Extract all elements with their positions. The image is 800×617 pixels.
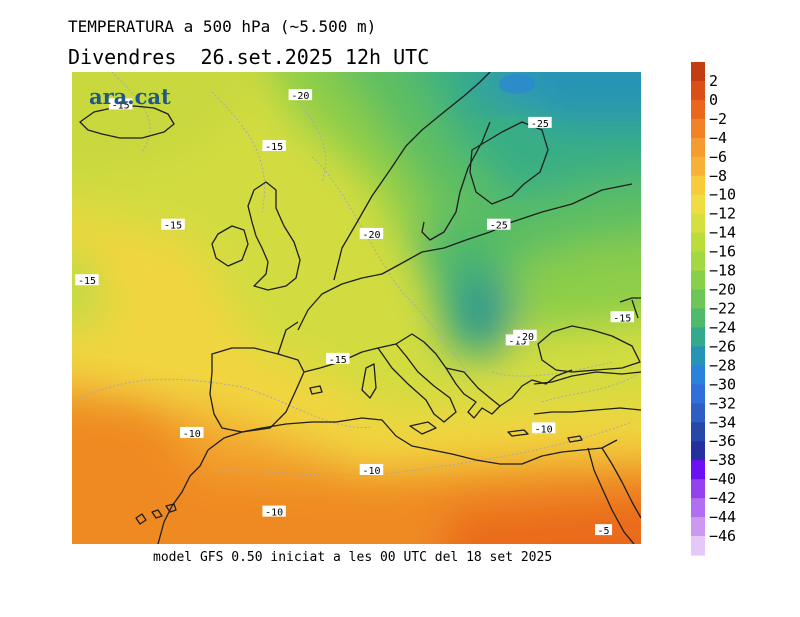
colorbar-swatch	[691, 80, 705, 101]
colorbar-label: −14	[709, 224, 736, 242]
contour-label-text: -10	[362, 466, 380, 477]
contour-label-text: -20	[362, 230, 380, 241]
colorbar-label: −38	[709, 451, 736, 469]
colorbar-swatch	[691, 118, 705, 139]
contour-label-text: -15	[265, 142, 283, 153]
contour-labels: -15-20-25-15-15-20-25-15-15-15-20-15-10-…	[75, 89, 635, 537]
contour-label-text: -10	[265, 508, 283, 519]
contour-label: -5	[595, 524, 613, 537]
contour-label: -15	[75, 274, 99, 287]
colorbar-swatch	[691, 99, 705, 120]
contour-label-text: -25	[531, 119, 549, 130]
colorbar-label: −6	[709, 148, 727, 166]
colorbar-label: −46	[709, 527, 736, 545]
contour-label-text: -15	[112, 100, 130, 111]
temperature-field	[72, 72, 641, 544]
contour-label-text: -15	[164, 221, 182, 232]
contour-label: -20	[288, 89, 313, 102]
colorbar-swatch	[691, 213, 705, 234]
colorbar-swatch	[691, 479, 705, 499]
colorbar-label: −32	[709, 394, 736, 412]
colorbar-swatch	[691, 232, 705, 253]
contour-label: -10	[531, 422, 556, 435]
contour-label: -15	[326, 352, 350, 366]
colorbar-swatch	[691, 289, 705, 310]
colorbar-swatch	[691, 384, 705, 404]
colorbar-legend: 20−2−4−6−8−10−12−14−16−18−20−22−24−26−28…	[691, 62, 736, 556]
colorbar-label: −44	[709, 508, 736, 526]
colorbar-swatch	[691, 270, 705, 291]
colorbar-swatch	[691, 403, 705, 423]
colorbar-label: −24	[709, 318, 736, 336]
colorbar-swatch	[691, 422, 705, 442]
coastlines	[79, 72, 641, 544]
colorbar-swatch	[691, 251, 705, 272]
colorbar-label: −10	[709, 186, 736, 204]
model-info: model GFS 0.50 iniciat a les 00 UTC del …	[153, 550, 553, 565]
contour-label: -15	[610, 311, 635, 324]
colorbar-swatch	[691, 308, 705, 329]
contour-label-text: -10	[183, 429, 201, 440]
contour-label-text: -20	[291, 91, 309, 102]
colorbar-swatch	[691, 346, 705, 366]
contour-label-text: -10	[535, 424, 553, 435]
colorbar-label: −20	[709, 281, 736, 299]
colorbar-label: 0	[709, 91, 718, 109]
contour-label: -25	[487, 218, 511, 232]
contour-label-text: -15	[78, 276, 96, 287]
ara-cat-logo: ara.cat	[89, 84, 171, 109]
colorbar-swatch	[691, 194, 705, 215]
contour-label: -15	[108, 98, 133, 111]
colorbar-swatch	[691, 460, 705, 480]
colorbar-swatch	[691, 137, 705, 158]
contour-label: -10	[359, 463, 384, 477]
contour-label-text: -15	[613, 313, 631, 324]
colorbar-label: −8	[709, 167, 727, 185]
colorbar-label: −4	[709, 129, 727, 147]
colorbar-label: −42	[709, 489, 736, 507]
colorbar-label: −28	[709, 356, 736, 374]
contour-label-text: -15	[329, 355, 347, 366]
colorbar-swatch	[691, 498, 705, 518]
colorbar-label: −18	[709, 262, 736, 280]
colorbar-label: −40	[709, 470, 736, 488]
map-subtitle: Divendres 26.set.2025 12h UTC	[68, 45, 430, 69]
temperature-map: -15-20-25-15-15-20-25-15-15-15-20-15-10-…	[72, 72, 641, 544]
colorbar-label: −30	[709, 375, 736, 393]
isolines	[72, 72, 641, 477]
colorbar-swatch	[691, 327, 705, 348]
colorbar-swatch	[691, 156, 705, 177]
colorbar-swatch	[691, 517, 705, 537]
colorbar-label: −26	[709, 337, 736, 355]
colorbar-swatch	[691, 175, 705, 196]
contour-label: -25	[528, 116, 552, 130]
map-title: TEMPERATURA a 500 hPa (~5.500 m)	[68, 17, 377, 36]
contour-label: -10	[180, 426, 204, 440]
colorbar-label: −22	[709, 300, 736, 318]
contour-label-text: -25	[490, 221, 508, 232]
colorbar-label: −16	[709, 243, 736, 261]
contour-label: -15	[262, 140, 286, 153]
colorbar-swatch	[691, 441, 705, 461]
contour-label: -15	[161, 218, 185, 232]
colorbar-label: 2	[709, 72, 718, 90]
colorbar-swatch	[691, 62, 705, 82]
contour-label: -20	[359, 227, 384, 241]
colorbar-swatch	[691, 536, 705, 556]
contour-label-text: -20	[516, 332, 534, 343]
colorbar-label: −34	[709, 413, 736, 431]
colorbar-label: −12	[709, 205, 736, 223]
colorbar-label: −2	[709, 110, 727, 128]
contour-label-text: -5	[598, 526, 610, 537]
contour-label: -20	[513, 329, 537, 343]
contour-label-text: -15	[508, 336, 526, 347]
contour-label: -10	[262, 505, 286, 519]
colorbar-swatch	[691, 365, 705, 385]
colorbar-label: −36	[709, 432, 736, 450]
